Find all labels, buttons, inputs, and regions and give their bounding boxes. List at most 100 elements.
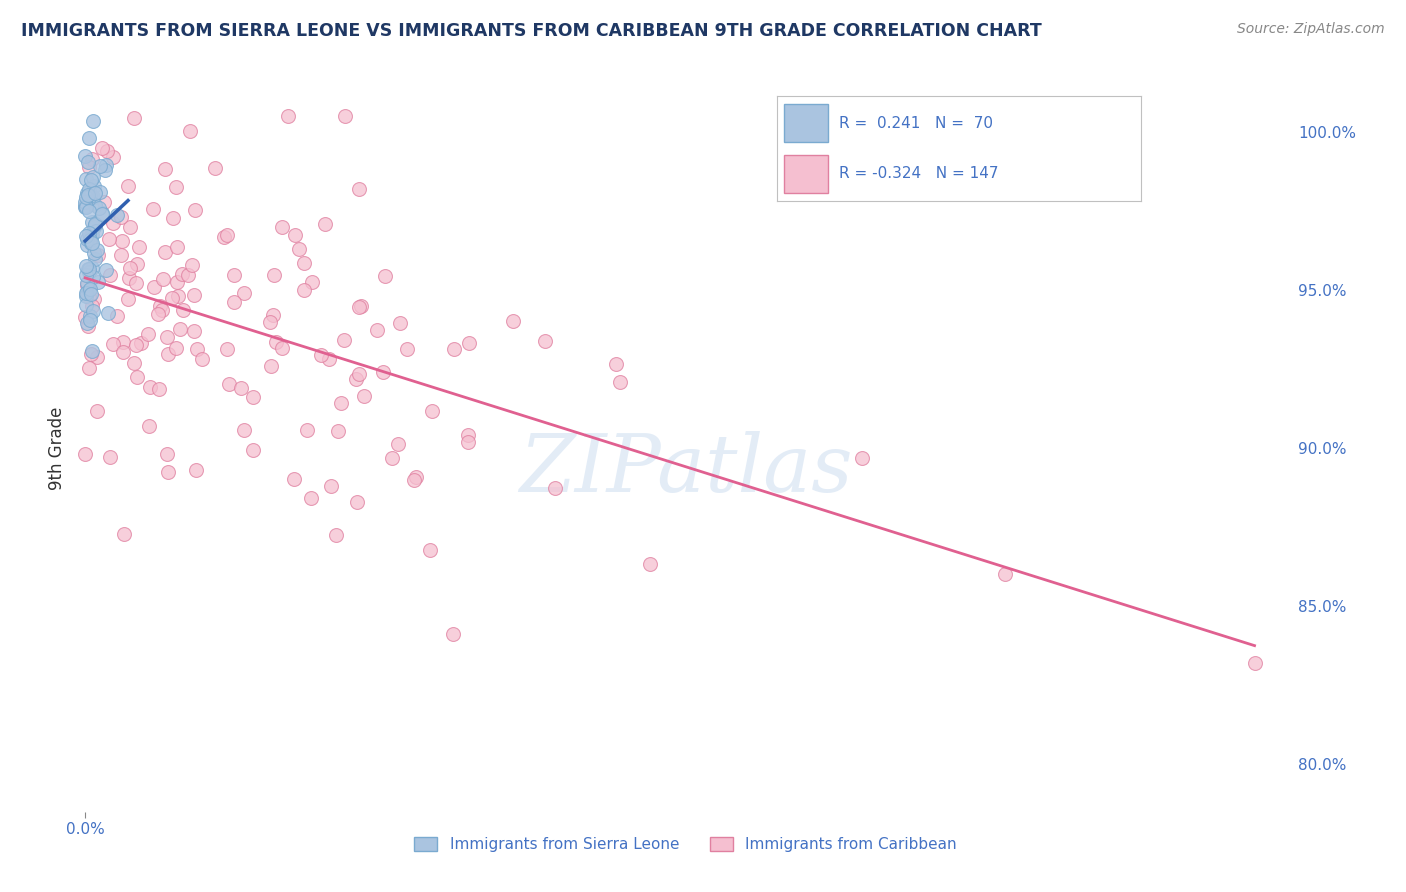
Point: [301, 275, 323, 289]
Point: [534, 334, 557, 348]
Point: [204, 161, 226, 175]
Point: [82, 169, 104, 184]
Point: [97, 232, 120, 246]
Point: [75, 298, 97, 312]
Point: [638, 557, 661, 571]
Point: [851, 450, 873, 465]
Point: [371, 366, 394, 380]
Point: [264, 334, 287, 349]
Point: [79, 188, 101, 202]
Point: [75, 268, 97, 282]
Point: [183, 324, 205, 338]
Point: [77, 360, 100, 375]
Point: [321, 479, 343, 493]
Point: [609, 375, 631, 389]
Point: [148, 382, 170, 396]
Point: [97, 306, 120, 320]
Point: [155, 330, 177, 344]
Point: [76, 285, 98, 300]
Point: [344, 372, 367, 386]
Point: [82, 304, 104, 318]
Point: [83, 218, 105, 232]
Point: [76, 186, 98, 200]
Point: [127, 370, 149, 384]
Point: [124, 277, 146, 291]
Point: [76, 232, 98, 246]
Point: [366, 323, 388, 337]
Point: [172, 303, 194, 318]
Point: [75, 149, 97, 163]
Point: [89, 159, 111, 173]
Point: [80, 235, 103, 250]
Point: [111, 235, 134, 249]
Point: [502, 314, 524, 328]
Point: [129, 336, 152, 351]
Point: [82, 235, 104, 250]
Point: [314, 218, 336, 232]
Point: [84, 252, 107, 266]
Point: [77, 290, 100, 304]
Point: [180, 259, 202, 273]
Point: [127, 257, 149, 271]
Point: [105, 208, 128, 222]
Point: [419, 542, 441, 557]
Point: [80, 228, 103, 243]
Point: [111, 344, 134, 359]
Point: [100, 268, 122, 282]
Point: [457, 335, 479, 350]
Point: [292, 283, 315, 297]
Point: [179, 124, 201, 138]
Point: [295, 423, 318, 437]
Point: [83, 220, 105, 235]
Point: [75, 172, 97, 186]
Point: [77, 265, 100, 279]
Point: [333, 109, 356, 123]
Point: [457, 428, 479, 442]
Point: [112, 335, 135, 350]
Point: [101, 337, 124, 351]
Point: [328, 424, 350, 438]
Point: [80, 287, 103, 301]
Point: [309, 348, 332, 362]
Point: [152, 303, 174, 318]
Point: [156, 447, 179, 461]
Point: [183, 202, 205, 217]
Point: [79, 233, 101, 247]
Point: [82, 189, 104, 203]
Point: [120, 220, 142, 235]
Point: [75, 310, 97, 324]
Point: [98, 450, 121, 465]
Point: [94, 158, 117, 172]
Point: [242, 390, 264, 404]
Point: [292, 256, 315, 270]
Point: [86, 404, 108, 418]
Point: [166, 276, 188, 290]
Point: [80, 299, 103, 313]
Point: [82, 270, 104, 285]
Point: [287, 242, 309, 256]
Point: [77, 182, 100, 196]
Point: [156, 465, 179, 479]
Point: [271, 341, 294, 355]
Point: [139, 380, 162, 394]
Point: [283, 472, 305, 486]
Point: [263, 268, 285, 282]
Point: [77, 203, 100, 218]
Point: [79, 283, 101, 297]
Point: [94, 263, 117, 277]
Point: [86, 243, 108, 257]
Point: [77, 318, 100, 333]
Point: [82, 153, 104, 167]
Point: [422, 404, 444, 418]
Point: [184, 463, 207, 477]
Point: [276, 109, 298, 123]
Point: [396, 342, 419, 356]
Point: [80, 343, 103, 358]
Point: [169, 321, 191, 335]
Point: [75, 200, 97, 214]
Point: [233, 285, 256, 300]
Point: [124, 111, 146, 125]
Point: [162, 211, 184, 225]
Y-axis label: 9th Grade: 9th Grade: [48, 407, 66, 490]
Point: [1243, 657, 1265, 671]
